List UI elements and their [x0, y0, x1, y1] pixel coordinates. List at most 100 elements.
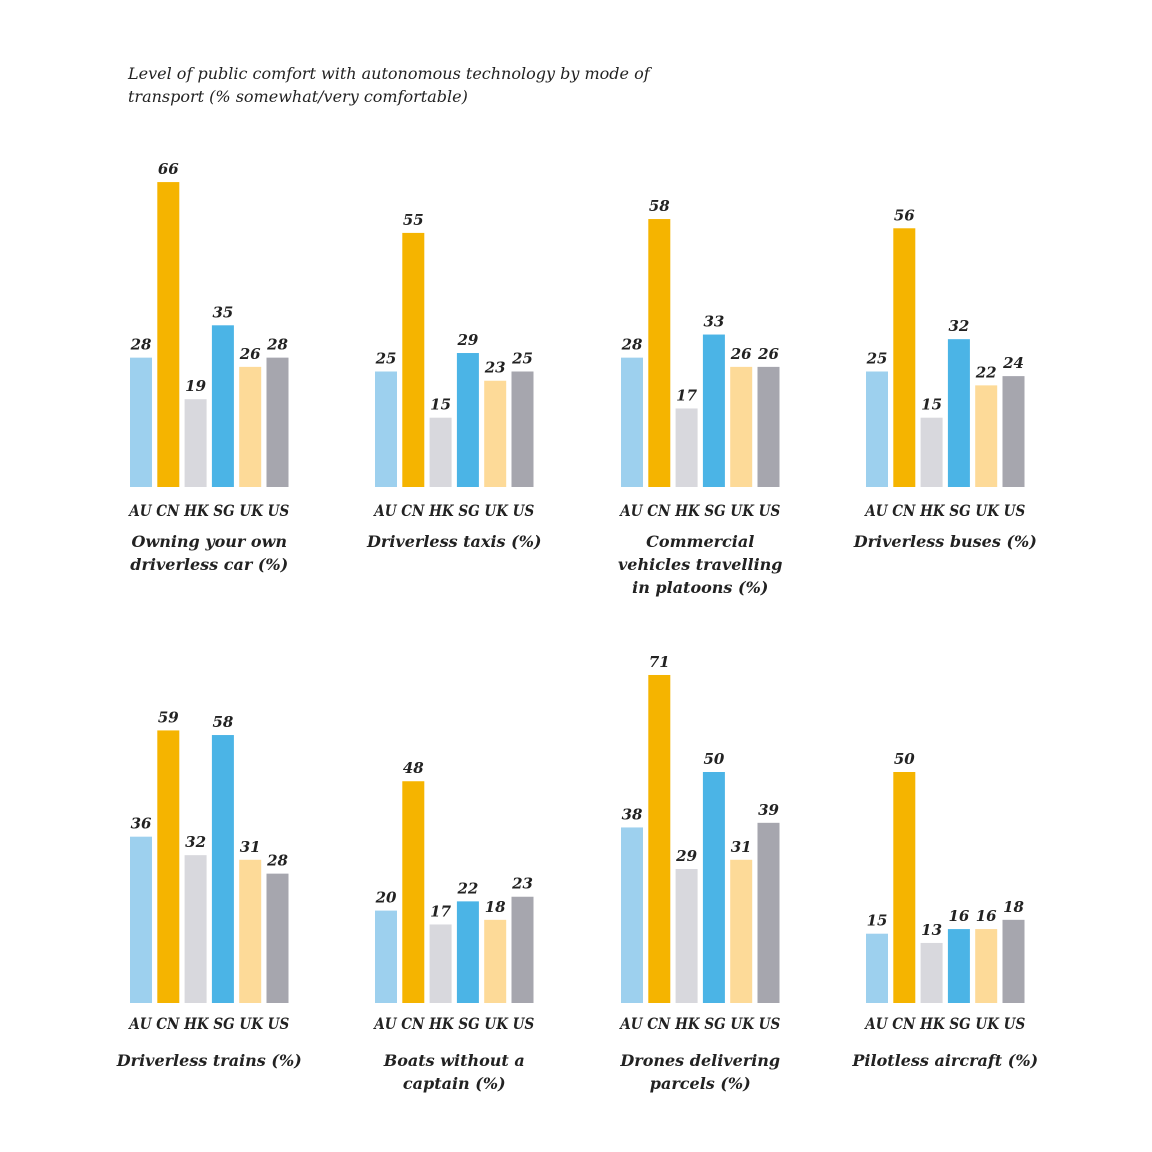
bar-us: [757, 366, 780, 487]
bar-au: [375, 910, 397, 1003]
panel-title: captain (%): [403, 1074, 506, 1093]
bar-uk: [730, 366, 753, 487]
value-label: 25: [375, 350, 397, 368]
value-label: 58: [212, 713, 233, 731]
bar-cn: [648, 219, 671, 488]
bar-cn: [157, 182, 180, 487]
value-label: 56: [894, 206, 915, 224]
value-label: 17: [430, 902, 451, 920]
panel-title: Driverless buses (%): [853, 532, 1037, 551]
panel-title: Commercial: [646, 532, 754, 551]
bar-au: [130, 836, 152, 1003]
value-label: 15: [867, 912, 888, 930]
value-label: 23: [511, 875, 533, 893]
bar-cn: [893, 228, 916, 487]
value-label: 17: [676, 386, 697, 404]
value-label: 15: [430, 396, 451, 414]
bar-sg: [947, 929, 970, 1003]
value-label: 16: [976, 907, 997, 925]
bar-hk: [184, 855, 207, 1003]
value-label: 58: [649, 197, 670, 215]
bar-cn: [893, 772, 916, 1003]
category-labels: AU CN HK SG UK US: [864, 1014, 1026, 1033]
bar-sg: [211, 735, 234, 1003]
category-labels: AU CN HK SG UK US: [128, 501, 290, 520]
value-label: 18: [485, 898, 506, 916]
value-label: 50: [703, 750, 724, 768]
value-label: 26: [239, 345, 261, 363]
value-label: 71: [649, 653, 670, 671]
panel-title: Driverless trains (%): [116, 1051, 302, 1070]
category-labels: AU CN HK SG UK US: [619, 501, 781, 520]
bar-us: [511, 371, 534, 487]
bar-uk: [239, 859, 262, 1003]
value-label: 50: [894, 750, 915, 768]
category-labels: AU CN HK SG UK US: [373, 501, 535, 520]
bar-hk: [920, 942, 943, 1003]
bar-hk: [429, 417, 452, 487]
bar-sg: [702, 334, 725, 487]
bar-cn: [402, 781, 425, 1003]
value-label: 28: [266, 336, 288, 354]
value-label: 20: [375, 889, 397, 907]
value-label: 18: [1003, 898, 1024, 916]
value-label: 22: [975, 363, 997, 381]
value-label: 38: [622, 805, 643, 823]
value-label: 19: [185, 377, 206, 395]
panel-title: Owning your own: [132, 532, 288, 551]
value-label: 31: [240, 838, 261, 856]
bar-hk: [920, 417, 943, 487]
value-label: 26: [757, 345, 779, 363]
panel-title: in platoons (%): [632, 578, 768, 597]
value-label: 28: [266, 852, 288, 870]
bar-us: [266, 357, 289, 487]
value-label: 36: [131, 815, 152, 833]
value-label: 39: [758, 801, 779, 819]
panel-title: Drones delivering: [619, 1051, 780, 1070]
value-label: 29: [456, 331, 478, 349]
bar-au: [866, 371, 888, 487]
value-label: 55: [403, 211, 424, 229]
panel-title: parcels (%): [650, 1074, 751, 1093]
panel-title: Boats without a: [383, 1051, 525, 1070]
value-label: 29: [675, 847, 697, 865]
value-label: 25: [866, 350, 888, 368]
bar-sg: [211, 325, 234, 487]
value-label: 31: [731, 838, 752, 856]
value-label: 28: [621, 336, 643, 354]
bar-au: [621, 827, 643, 1003]
bar-us: [266, 873, 289, 1003]
bar-us: [511, 896, 534, 1003]
bar-au: [866, 933, 888, 1003]
bar-au: [375, 371, 397, 487]
category-labels: AU CN HK SG UK US: [373, 1014, 535, 1033]
bar-uk: [239, 366, 262, 487]
value-label: 25: [511, 350, 533, 368]
category-labels: AU CN HK SG UK US: [128, 1014, 290, 1033]
value-label: 32: [185, 833, 206, 851]
bar-sg: [456, 901, 479, 1003]
value-label: 33: [703, 313, 724, 331]
bar-hk: [429, 924, 452, 1003]
value-label: 59: [158, 708, 179, 726]
bar-sg: [456, 353, 479, 487]
value-label: 32: [948, 317, 969, 335]
bar-uk: [975, 929, 998, 1003]
bar-cn: [402, 232, 425, 487]
value-label: 23: [484, 359, 506, 377]
value-label: 28: [130, 336, 152, 354]
bar-au: [621, 357, 643, 487]
bar-us: [1002, 919, 1025, 1003]
value-label: 22: [456, 879, 478, 897]
category-labels: AU CN HK SG UK US: [619, 1014, 781, 1033]
value-label: 48: [403, 759, 424, 777]
bar-uk: [975, 385, 998, 487]
value-label: 66: [158, 160, 179, 178]
bar-us: [1002, 376, 1025, 487]
category-labels: AU CN HK SG UK US: [864, 501, 1026, 520]
bar-uk: [484, 380, 507, 487]
chart-title: Level of public comfort with autonomous …: [128, 64, 650, 106]
value-label: 35: [212, 303, 233, 321]
value-label: 24: [1002, 354, 1024, 372]
